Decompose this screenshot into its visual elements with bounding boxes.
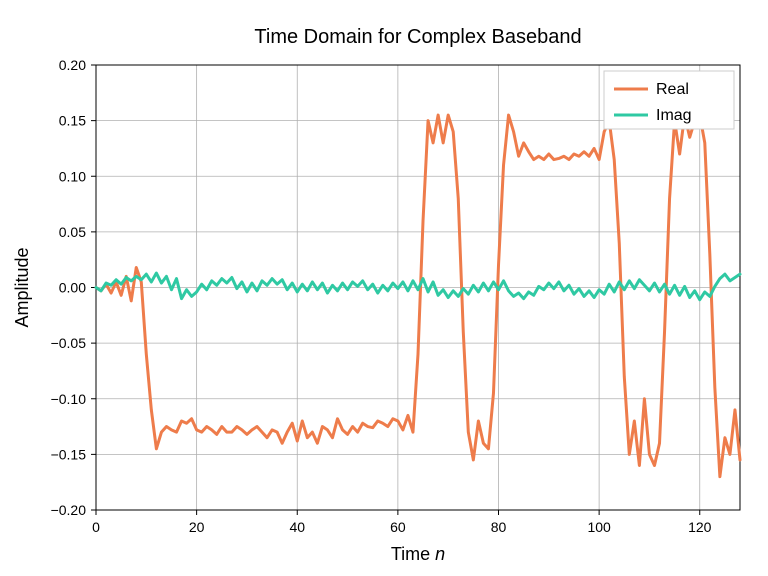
xtick-label: 120 [688,519,712,535]
x-axis-label: Time n [391,544,445,564]
ytick-label: −0.10 [51,391,87,407]
ytick-label: −0.15 [51,446,87,462]
ytick-label: −0.20 [51,502,87,518]
legend-label: Real [656,81,689,98]
xtick-label: 20 [189,519,205,535]
ytick-label: 0.15 [59,113,86,129]
ytick-label: 0.10 [59,168,86,184]
xtick-label: 0 [92,519,100,535]
line-chart: 0 20 40 60 80 100 120 −0.20 −0.15 −0.10 −0.05 0.00 0… [0,0,768,576]
xtick-label: 60 [390,519,406,535]
y-axis-label: Amplitude [12,247,32,327]
xtick-label: 80 [491,519,507,535]
xtick-label: 100 [587,519,611,535]
xtick-label: 40 [289,519,305,535]
ytick-label: 0.05 [59,224,86,240]
chart-container: 0 20 40 60 80 100 120 −0.20 −0.15 −0.10 −0.05 0.00 0… [0,0,768,576]
ytick-label: 0.20 [59,57,86,73]
legend-label: Imag [656,107,692,124]
chart-title: Time Domain for Complex Baseband [254,26,581,48]
ytick-label: 0.00 [59,280,86,296]
ytick-label: −0.05 [51,335,87,351]
